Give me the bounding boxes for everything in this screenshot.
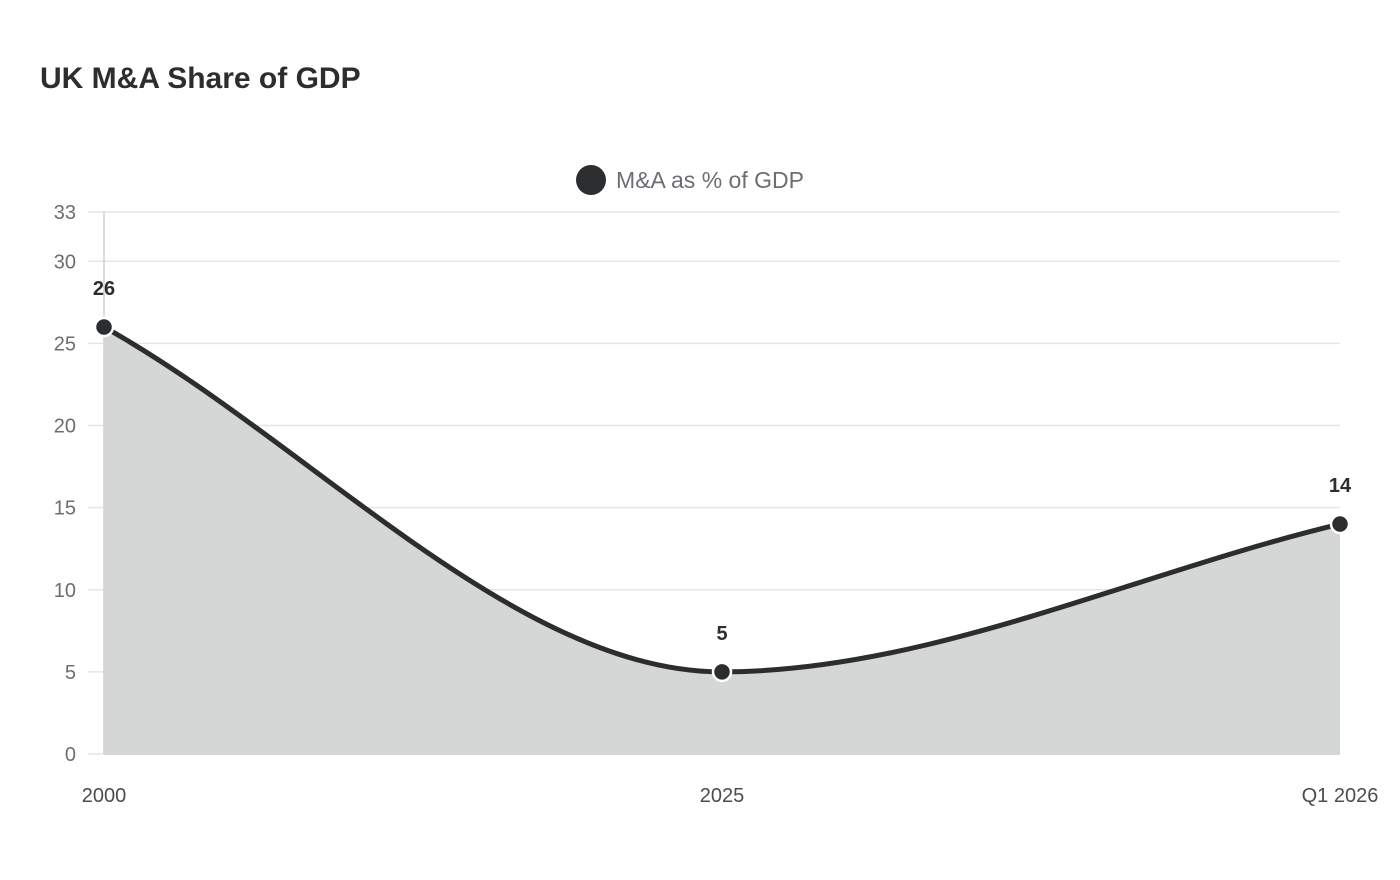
data-labels: 26 5 14	[93, 278, 1352, 645]
legend: M&A as % of GDP	[0, 164, 1380, 196]
x-tick-label: Q1 2026	[1302, 785, 1379, 807]
area-series	[101, 324, 1343, 754]
data-label: 26	[93, 278, 115, 300]
data-label: 14	[1329, 475, 1352, 497]
x-axis-ticks: 2000 2025 Q1 2026	[82, 785, 1379, 807]
chart-title: UK M&A Share of GDP	[40, 62, 361, 95]
series-area-fill	[104, 326, 1340, 754]
data-point	[93, 316, 115, 338]
y-axis-ticks: 0 5 10 15 20 25 30 33	[54, 202, 76, 766]
data-label: 5	[716, 623, 727, 645]
y-tick-label: 30	[54, 251, 76, 273]
x-tick-label: 2025	[700, 785, 745, 807]
legend-label: M&A as % of GDP	[616, 166, 804, 193]
legend-item[interactable]: M&A as % of GDP	[576, 165, 804, 195]
data-point	[711, 661, 733, 683]
y-tick-label: 25	[54, 333, 76, 355]
y-tick-label: 33	[54, 202, 76, 224]
y-tick-label: 20	[54, 416, 76, 438]
y-tick-label: 10	[54, 580, 76, 602]
data-point	[1329, 513, 1351, 535]
y-tick-label: 5	[65, 662, 76, 684]
x-tick-label: 2000	[82, 785, 127, 807]
y-tick-label: 15	[54, 498, 76, 520]
data-markers	[93, 316, 1351, 683]
legend-swatch	[576, 165, 607, 195]
y-tick-label: 0	[65, 744, 76, 766]
